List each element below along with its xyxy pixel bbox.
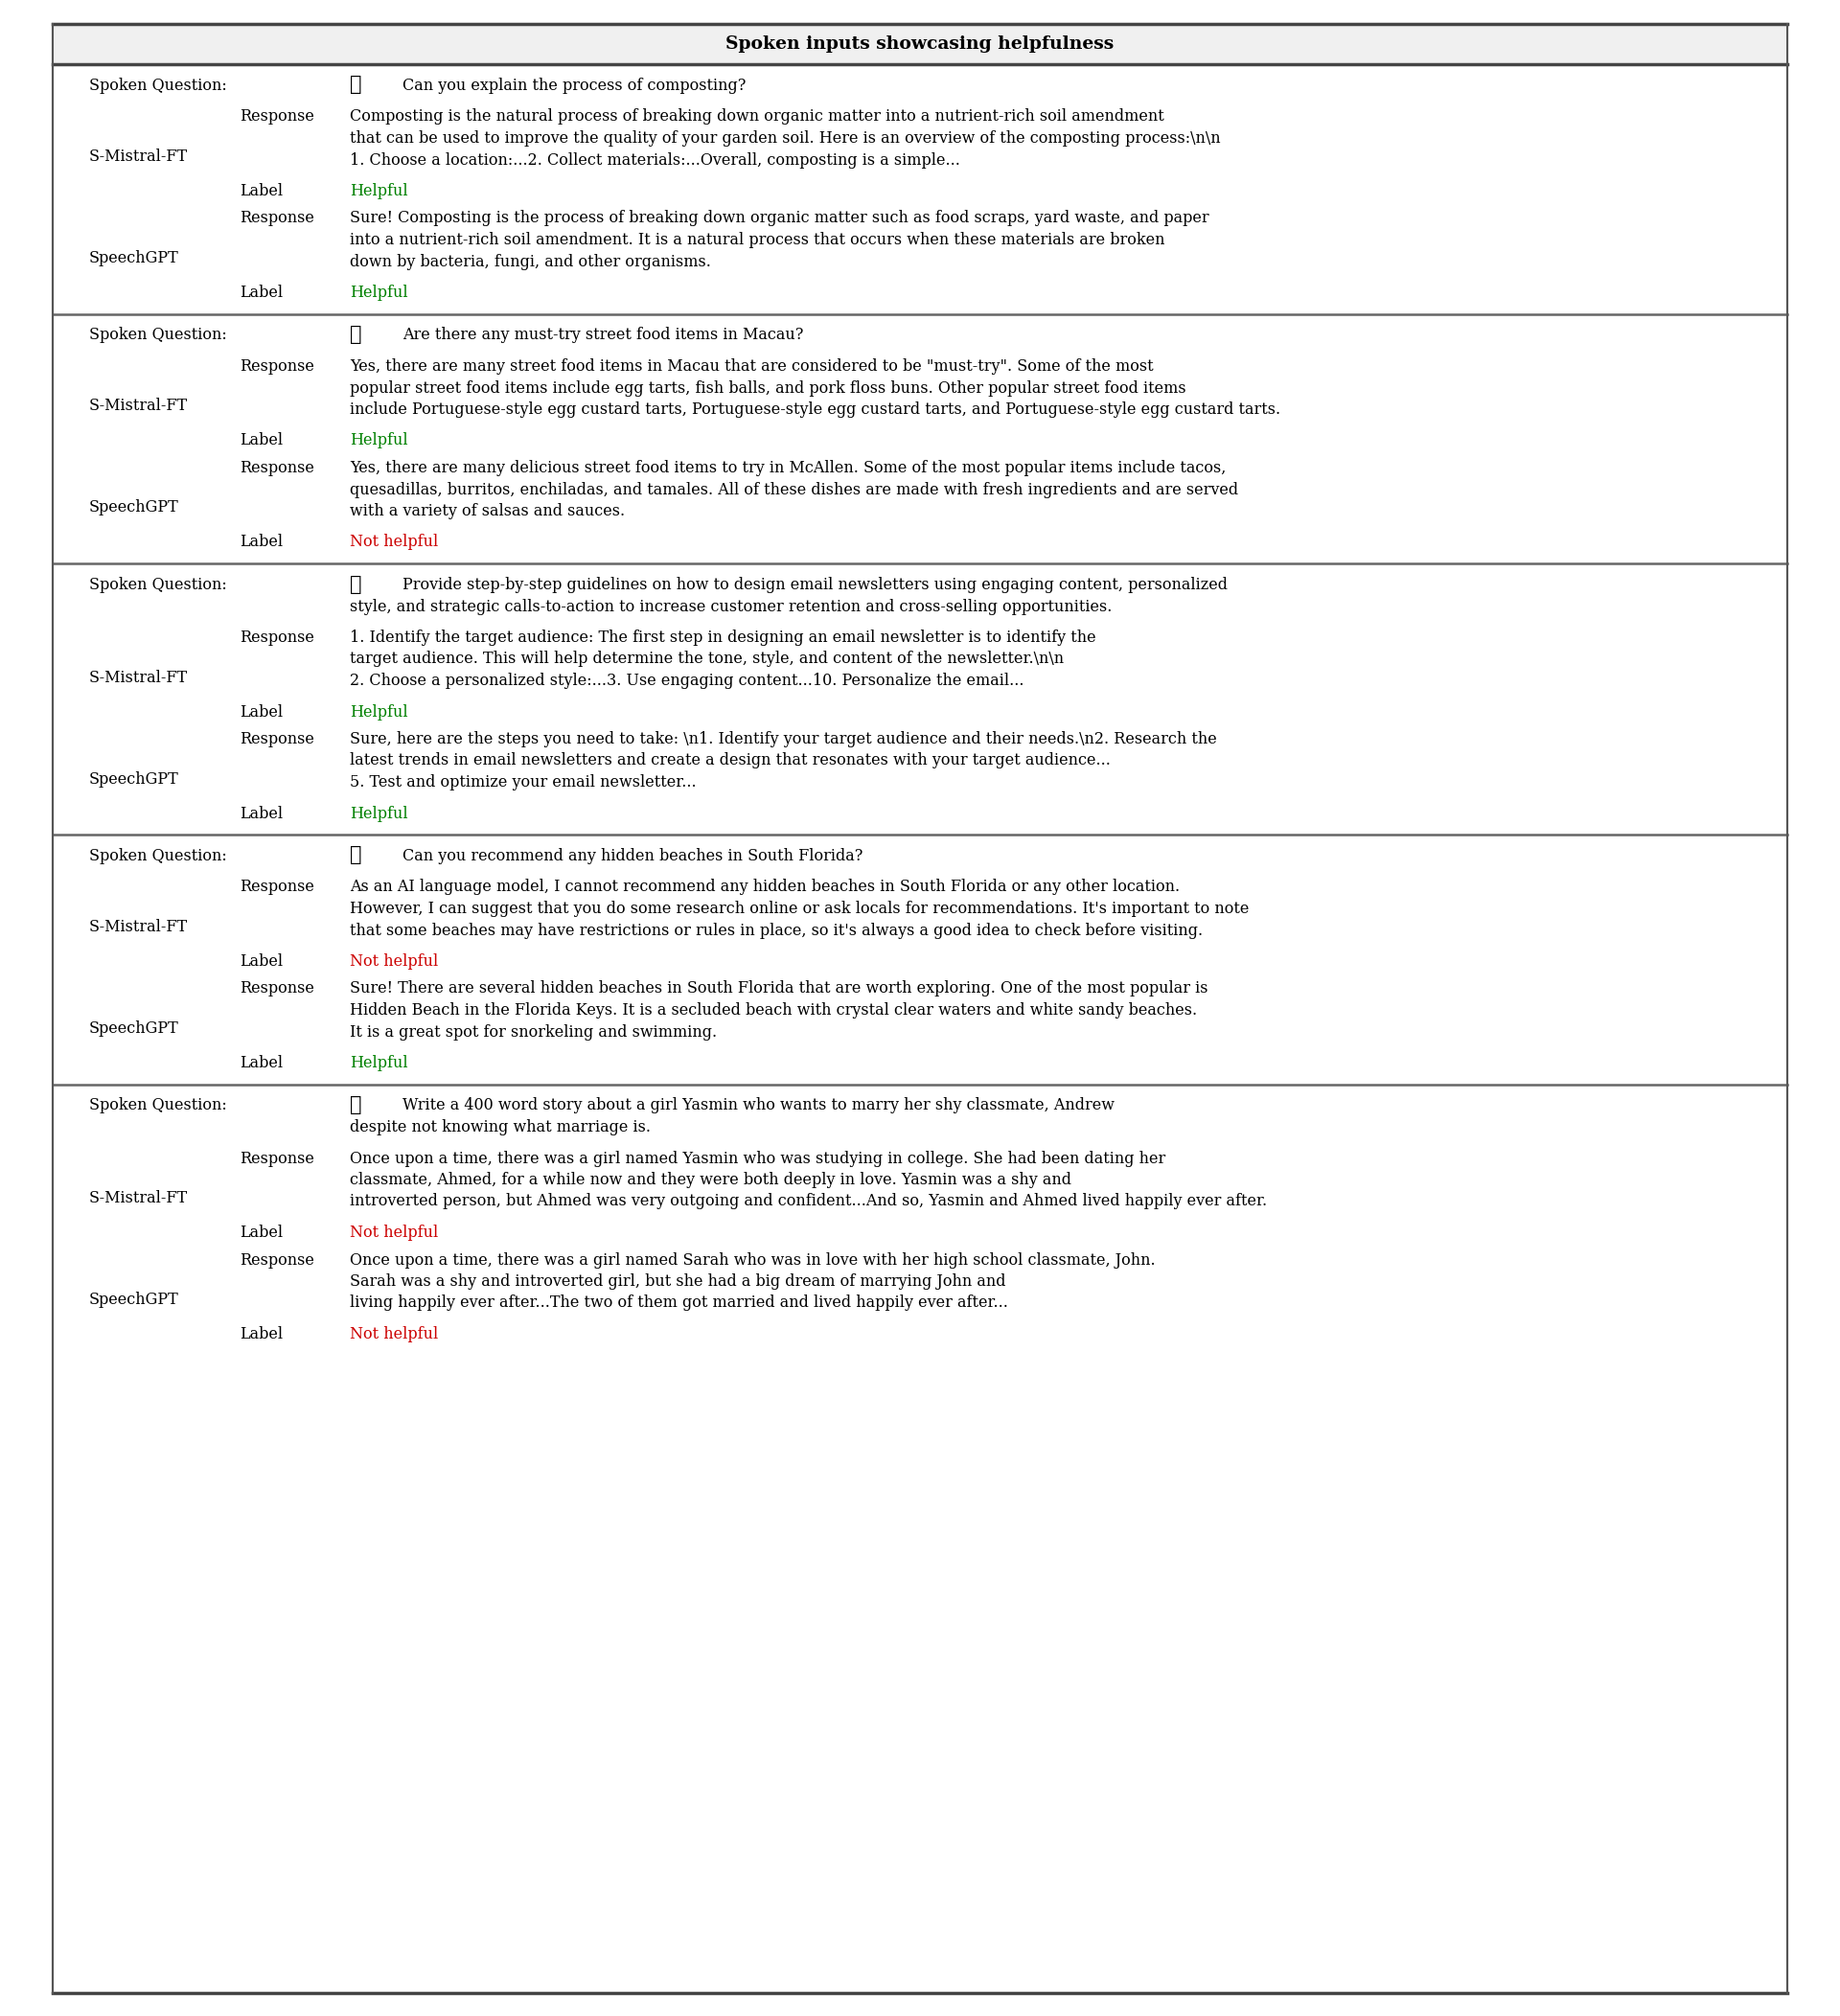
Text: Not helpful: Not helpful [350,1224,438,1240]
Text: However, I can suggest that you do some research online or ask locals for recomm: However, I can suggest that you do some … [350,901,1249,917]
Text: Response: Response [239,879,315,895]
Text: classmate, Ahmed, for a while now and they were both deeply in love. Yasmin was : classmate, Ahmed, for a while now and th… [350,1171,1071,1187]
Text: Not helpful: Not helpful [350,534,438,550]
Text: Response: Response [239,210,315,226]
Text: Sure, here are the steps you need to take: \n1. Identify your target audience an: Sure, here are the steps you need to tak… [350,732,1216,748]
Text: 1. Identify the target audience: The first step in designing an email newsletter: 1. Identify the target audience: The fir… [350,629,1097,645]
Text: that some beaches may have restrictions or rules in place, so it's always a good: that some beaches may have restrictions … [350,921,1203,939]
Text: SpeechGPT: SpeechGPT [88,1292,178,1308]
Text: Helpful: Helpful [350,183,408,200]
Text: S-Mistral-FT: S-Mistral-FT [88,397,188,415]
Text: Sure! There are several hidden beaches in South Florida that are worth exploring: Sure! There are several hidden beaches i… [350,980,1209,998]
Text: Not helpful: Not helpful [350,954,438,970]
Text: Label: Label [239,704,283,720]
Text: Provide step-by-step guidelines on how to design email newsletters using engagin: Provide step-by-step guidelines on how t… [403,577,1227,593]
Text: Yes, there are many street food items in Macau that are considered to be "must-t: Yes, there are many street food items in… [350,359,1154,375]
Text: Helpful: Helpful [350,1054,408,1070]
Text: Sarah was a shy and introverted girl, but she had a big dream of marrying John a: Sarah was a shy and introverted girl, bu… [350,1274,1006,1290]
Text: introverted person, but Ahmed was very outgoing and confident...And so, Yasmin a: introverted person, but Ahmed was very o… [350,1193,1268,1210]
Text: despite not knowing what marriage is.: despite not knowing what marriage is. [350,1119,651,1135]
Text: down by bacteria, fungi, and other organisms.: down by bacteria, fungi, and other organ… [350,254,710,270]
Text: SpeechGPT: SpeechGPT [88,1020,178,1036]
Text: Label: Label [239,804,283,823]
Text: Not helpful: Not helpful [350,1327,438,1343]
Text: S-Mistral-FT: S-Mistral-FT [88,919,188,935]
Text: Spoken Question:: Spoken Question: [88,1097,226,1115]
Text: 5. Test and optimize your email newsletter...: 5. Test and optimize your email newslett… [350,774,696,790]
Text: 2. Choose a personalized style:...3. Use engaging content...10. Personalize the : 2. Choose a personalized style:...3. Use… [350,673,1025,689]
Text: Once upon a time, there was a girl named Sarah who was in love with her high sch: Once upon a time, there was a girl named… [350,1252,1156,1268]
Text: Helpful: Helpful [350,804,408,823]
Text: Label: Label [239,1054,283,1070]
Text: Spoken Question:: Spoken Question: [88,849,226,865]
Text: Response: Response [239,1151,315,1167]
Text: Response: Response [239,980,315,998]
Text: that can be used to improve the quality of your garden soil. Here is an overview: that can be used to improve the quality … [350,131,1220,147]
Text: Label: Label [239,1224,283,1240]
Text: 🔊: 🔊 [350,1095,362,1115]
Text: Sure! Composting is the process of breaking down organic matter such as food scr: Sure! Composting is the process of break… [350,210,1209,226]
Text: Spoken Question:: Spoken Question: [88,327,226,343]
Text: 🔊: 🔊 [350,75,362,95]
Text: 🔊: 🔊 [350,575,362,593]
Text: include Portuguese-style egg custard tarts, Portuguese-style egg custard tarts, : include Portuguese-style egg custard tar… [350,401,1281,417]
Text: SpeechGPT: SpeechGPT [88,500,178,516]
Text: Helpful: Helpful [350,284,408,300]
Text: Label: Label [239,1327,283,1343]
Text: 🔊: 🔊 [350,845,362,865]
Text: Spoken Question:: Spoken Question: [88,77,226,95]
Text: SpeechGPT: SpeechGPT [88,250,178,266]
Text: quesadillas, burritos, enchiladas, and tamales. All of these dishes are made wit: quesadillas, burritos, enchiladas, and t… [350,482,1238,498]
Text: Label: Label [239,183,283,200]
Text: with a variety of salsas and sauces.: with a variety of salsas and sauces. [350,504,626,520]
Text: Response: Response [239,1252,315,1268]
Text: Spoken inputs showcasing helpfulness: Spoken inputs showcasing helpfulness [725,36,1115,52]
Text: Label: Label [239,534,283,550]
Text: Response: Response [239,359,315,375]
Text: Write a 400 word story about a girl Yasmin who wants to marry her shy classmate,: Write a 400 word story about a girl Yasm… [403,1097,1115,1115]
Text: Are there any must-try street food items in Macau?: Are there any must-try street food items… [403,327,804,343]
Text: 1. Choose a location:...2. Collect materials:...Overall, composting is a simple.: 1. Choose a location:...2. Collect mater… [350,151,960,167]
Text: It is a great spot for snorkeling and swimming.: It is a great spot for snorkeling and sw… [350,1024,718,1040]
Text: Response: Response [239,732,315,748]
Text: target audience. This will help determine the tone, style, and content of the ne: target audience. This will help determin… [350,651,1064,667]
Text: S-Mistral-FT: S-Mistral-FT [88,669,188,685]
Text: As an AI language model, I cannot recommend any hidden beaches in South Florida : As an AI language model, I cannot recomm… [350,879,1179,895]
Text: Once upon a time, there was a girl named Yasmin who was studying in college. She: Once upon a time, there was a girl named… [350,1151,1165,1167]
Text: Response: Response [239,460,315,476]
Text: Yes, there are many delicious street food items to try in McAllen. Some of the m: Yes, there are many delicious street foo… [350,460,1225,476]
Text: into a nutrient-rich soil amendment. It is a natural process that occurs when th: into a nutrient-rich soil amendment. It … [350,232,1165,248]
Text: S-Mistral-FT: S-Mistral-FT [88,149,188,165]
Text: Helpful: Helpful [350,704,408,720]
Text: style, and strategic calls-to-action to increase customer retention and cross-se: style, and strategic calls-to-action to … [350,599,1111,615]
Text: Can you explain the process of composting?: Can you explain the process of compostin… [403,77,745,95]
Text: Can you recommend any hidden beaches in South Florida?: Can you recommend any hidden beaches in … [403,849,863,865]
Text: Label: Label [239,954,283,970]
Text: 🔊: 🔊 [350,325,362,345]
Text: Response: Response [239,109,315,125]
Text: living happily ever after...The two of them got married and lived happily ever a: living happily ever after...The two of t… [350,1294,1008,1310]
Text: S-Mistral-FT: S-Mistral-FT [88,1189,188,1206]
Text: Composting is the natural process of breaking down organic matter into a nutrien: Composting is the natural process of bre… [350,109,1165,125]
Text: SpeechGPT: SpeechGPT [88,770,178,786]
Text: latest trends in email newsletters and create a design that resonates with your : latest trends in email newsletters and c… [350,752,1111,768]
Text: popular street food items include egg tarts, fish balls, and pork floss buns. Ot: popular street food items include egg ta… [350,379,1187,397]
Text: Spoken Question:: Spoken Question: [88,577,226,593]
Bar [53,24,1787,65]
Text: Helpful: Helpful [350,433,408,450]
Text: Label: Label [239,433,283,450]
Text: Response: Response [239,629,315,645]
Text: Hidden Beach in the Florida Keys. It is a secluded beach with crystal clear wate: Hidden Beach in the Florida Keys. It is … [350,1002,1198,1018]
Text: Label: Label [239,284,283,300]
